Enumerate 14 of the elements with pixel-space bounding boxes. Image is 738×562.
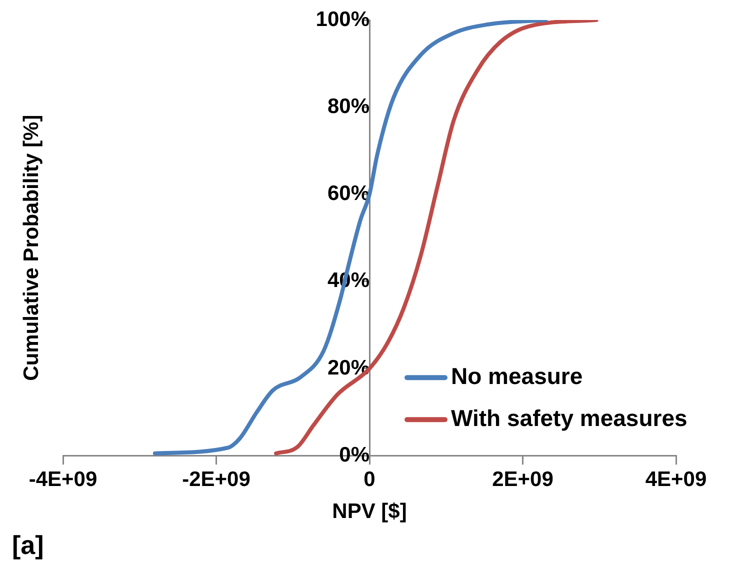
legend-label: No measure	[451, 362, 583, 389]
x-tick-label: -2E+09	[182, 468, 250, 491]
x-tick-label: 2E+09	[492, 468, 554, 491]
legend-label: With safety measures	[451, 404, 688, 431]
y-axis-title: Cumulative Probability [%]	[20, 114, 43, 381]
x-tick-label: -4E+09	[28, 468, 98, 491]
y-tick-label: 0%	[339, 443, 370, 466]
x-axis-title: NPV [$]	[332, 500, 407, 524]
y-tick-label: 100%	[316, 8, 370, 31]
x-tick-label: 0	[364, 468, 376, 491]
y-tick-label: 60%	[327, 182, 370, 206]
x-tick-label: 4E+09	[645, 468, 707, 491]
y-tick-label: 80%	[327, 94, 370, 118]
text: [a]	[12, 530, 44, 560]
